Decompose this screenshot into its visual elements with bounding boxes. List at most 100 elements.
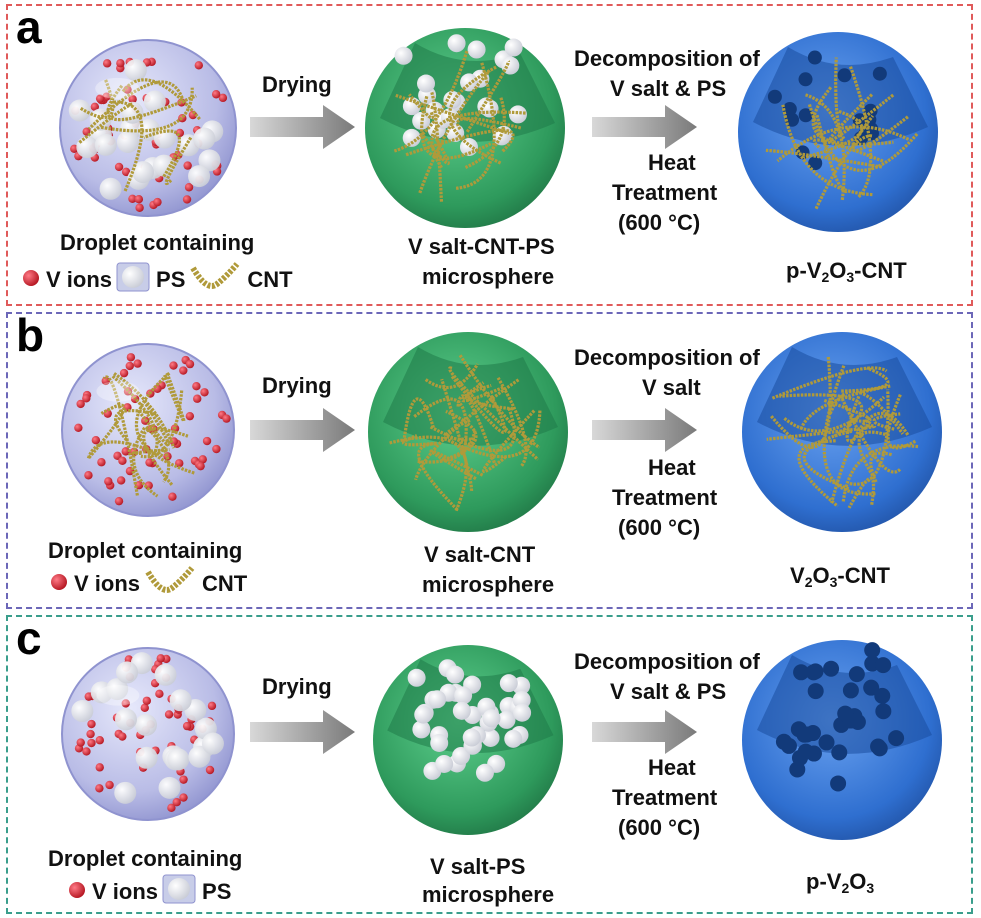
- v-ion-icon: [50, 571, 68, 597]
- pore: [888, 730, 905, 747]
- v-ion: [185, 411, 195, 421]
- cnt-strand: [78, 102, 135, 144]
- v-ion: [179, 775, 188, 784]
- v-ion: [84, 471, 93, 480]
- v-ion: [182, 195, 192, 204]
- v-ion: [182, 721, 192, 731]
- product-prefix: V: [790, 563, 805, 588]
- cnt-strand: [450, 374, 507, 435]
- ps-icon: [116, 262, 150, 298]
- process-arrow: [250, 710, 355, 754]
- pore: [780, 737, 797, 754]
- pore: [782, 102, 797, 117]
- v-ion: [169, 361, 178, 370]
- product-sub: 3: [866, 880, 875, 896]
- cnt-strand: [440, 378, 474, 491]
- cutaway-face: [383, 347, 558, 446]
- cnt-strand: [869, 451, 893, 484]
- cnt-strand: [456, 117, 522, 131]
- cnt-strand: [114, 409, 157, 443]
- ps-bead: [158, 776, 181, 799]
- v-ion: [74, 423, 83, 432]
- cnt-strand: [886, 393, 917, 450]
- process-arrow: [592, 408, 697, 452]
- process-arrow: [592, 710, 697, 754]
- product-suffix: -CNT: [854, 258, 907, 283]
- v-ion: [222, 414, 231, 423]
- ps-bead: [167, 748, 190, 771]
- step2-top-2: V salt & PS: [610, 679, 727, 704]
- ps-bead: [135, 746, 158, 769]
- ps-bead: [482, 709, 501, 728]
- ps-bead: [452, 746, 471, 765]
- pore: [871, 740, 888, 757]
- pore: [767, 89, 782, 104]
- ps-bead: [114, 781, 137, 804]
- ps-bead: [124, 59, 147, 82]
- v-ion: [212, 444, 221, 454]
- ps-icon: [162, 874, 196, 910]
- pore: [875, 657, 892, 674]
- v-ion: [116, 476, 126, 485]
- v-ion: [82, 747, 91, 756]
- product-sub: 3: [829, 574, 838, 590]
- v-ion: [155, 689, 164, 699]
- v-ion: [87, 738, 96, 748]
- legend: V ions CNT: [46, 566, 247, 602]
- ps-bead: [143, 90, 166, 113]
- v-ion: [121, 167, 131, 177]
- cnt-strand: [838, 394, 902, 474]
- cnt-strand: [111, 100, 144, 192]
- cnt-strand: [828, 92, 895, 142]
- cnt-strand: [849, 389, 890, 486]
- cnt-strand: [111, 374, 159, 457]
- v-ion: [128, 95, 137, 104]
- v-ion: [119, 368, 129, 378]
- pore: [805, 745, 822, 762]
- step2-top-2: V salt: [642, 375, 701, 400]
- pore: [790, 721, 807, 738]
- pore: [874, 687, 891, 704]
- panel-label: a: [16, 1, 42, 53]
- v-ion: [218, 93, 228, 103]
- cnt-strand: [797, 439, 839, 508]
- process-arrow: [250, 408, 355, 452]
- v-ion: [116, 59, 125, 68]
- v-ion: [184, 183, 194, 192]
- ps-bead: [71, 700, 94, 723]
- cnt-strand: [79, 79, 115, 120]
- cnt-strand: [430, 110, 526, 169]
- legend-label: PS: [156, 267, 186, 292]
- ps-bead: [497, 710, 516, 729]
- ps-bead: [116, 130, 139, 153]
- ps-bead: [481, 728, 500, 747]
- v-ion: [205, 765, 215, 775]
- panel-c: c: [6, 612, 973, 914]
- v-ion: [183, 161, 192, 170]
- ps-bead: [402, 128, 421, 147]
- ps-bead: [116, 661, 139, 684]
- v-ion: [95, 763, 104, 772]
- v-ion-icon: [22, 267, 40, 293]
- cnt-strand: [454, 62, 496, 190]
- v-ion: [196, 461, 205, 471]
- panel-label: c: [16, 612, 42, 664]
- cnt-strand: [771, 366, 888, 400]
- intermediate-label-1: V salt-CNT-PS: [408, 234, 555, 259]
- ps-bead: [114, 708, 137, 731]
- ps-bead: [428, 690, 447, 709]
- ps-bead: [407, 668, 426, 687]
- v-ion: [133, 359, 142, 368]
- cnt-strand: [769, 356, 832, 449]
- v-ion: [144, 481, 153, 490]
- v-ion: [185, 359, 195, 369]
- v-ion: [172, 798, 181, 807]
- ps-bead: [152, 154, 175, 177]
- v-ion: [90, 102, 100, 111]
- v-ion: [134, 195, 144, 204]
- cnt-strand: [414, 378, 520, 481]
- ps-bead: [132, 161, 155, 184]
- cnt-strand: [776, 125, 910, 163]
- ps-bead: [153, 126, 176, 149]
- cnt-strand: [408, 93, 434, 120]
